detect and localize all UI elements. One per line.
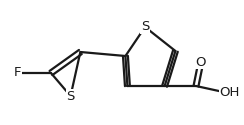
Text: S: S [141,20,149,34]
Text: S: S [66,90,75,102]
Text: O: O [196,56,206,68]
Text: OH: OH [220,86,240,98]
Text: F: F [14,66,21,80]
